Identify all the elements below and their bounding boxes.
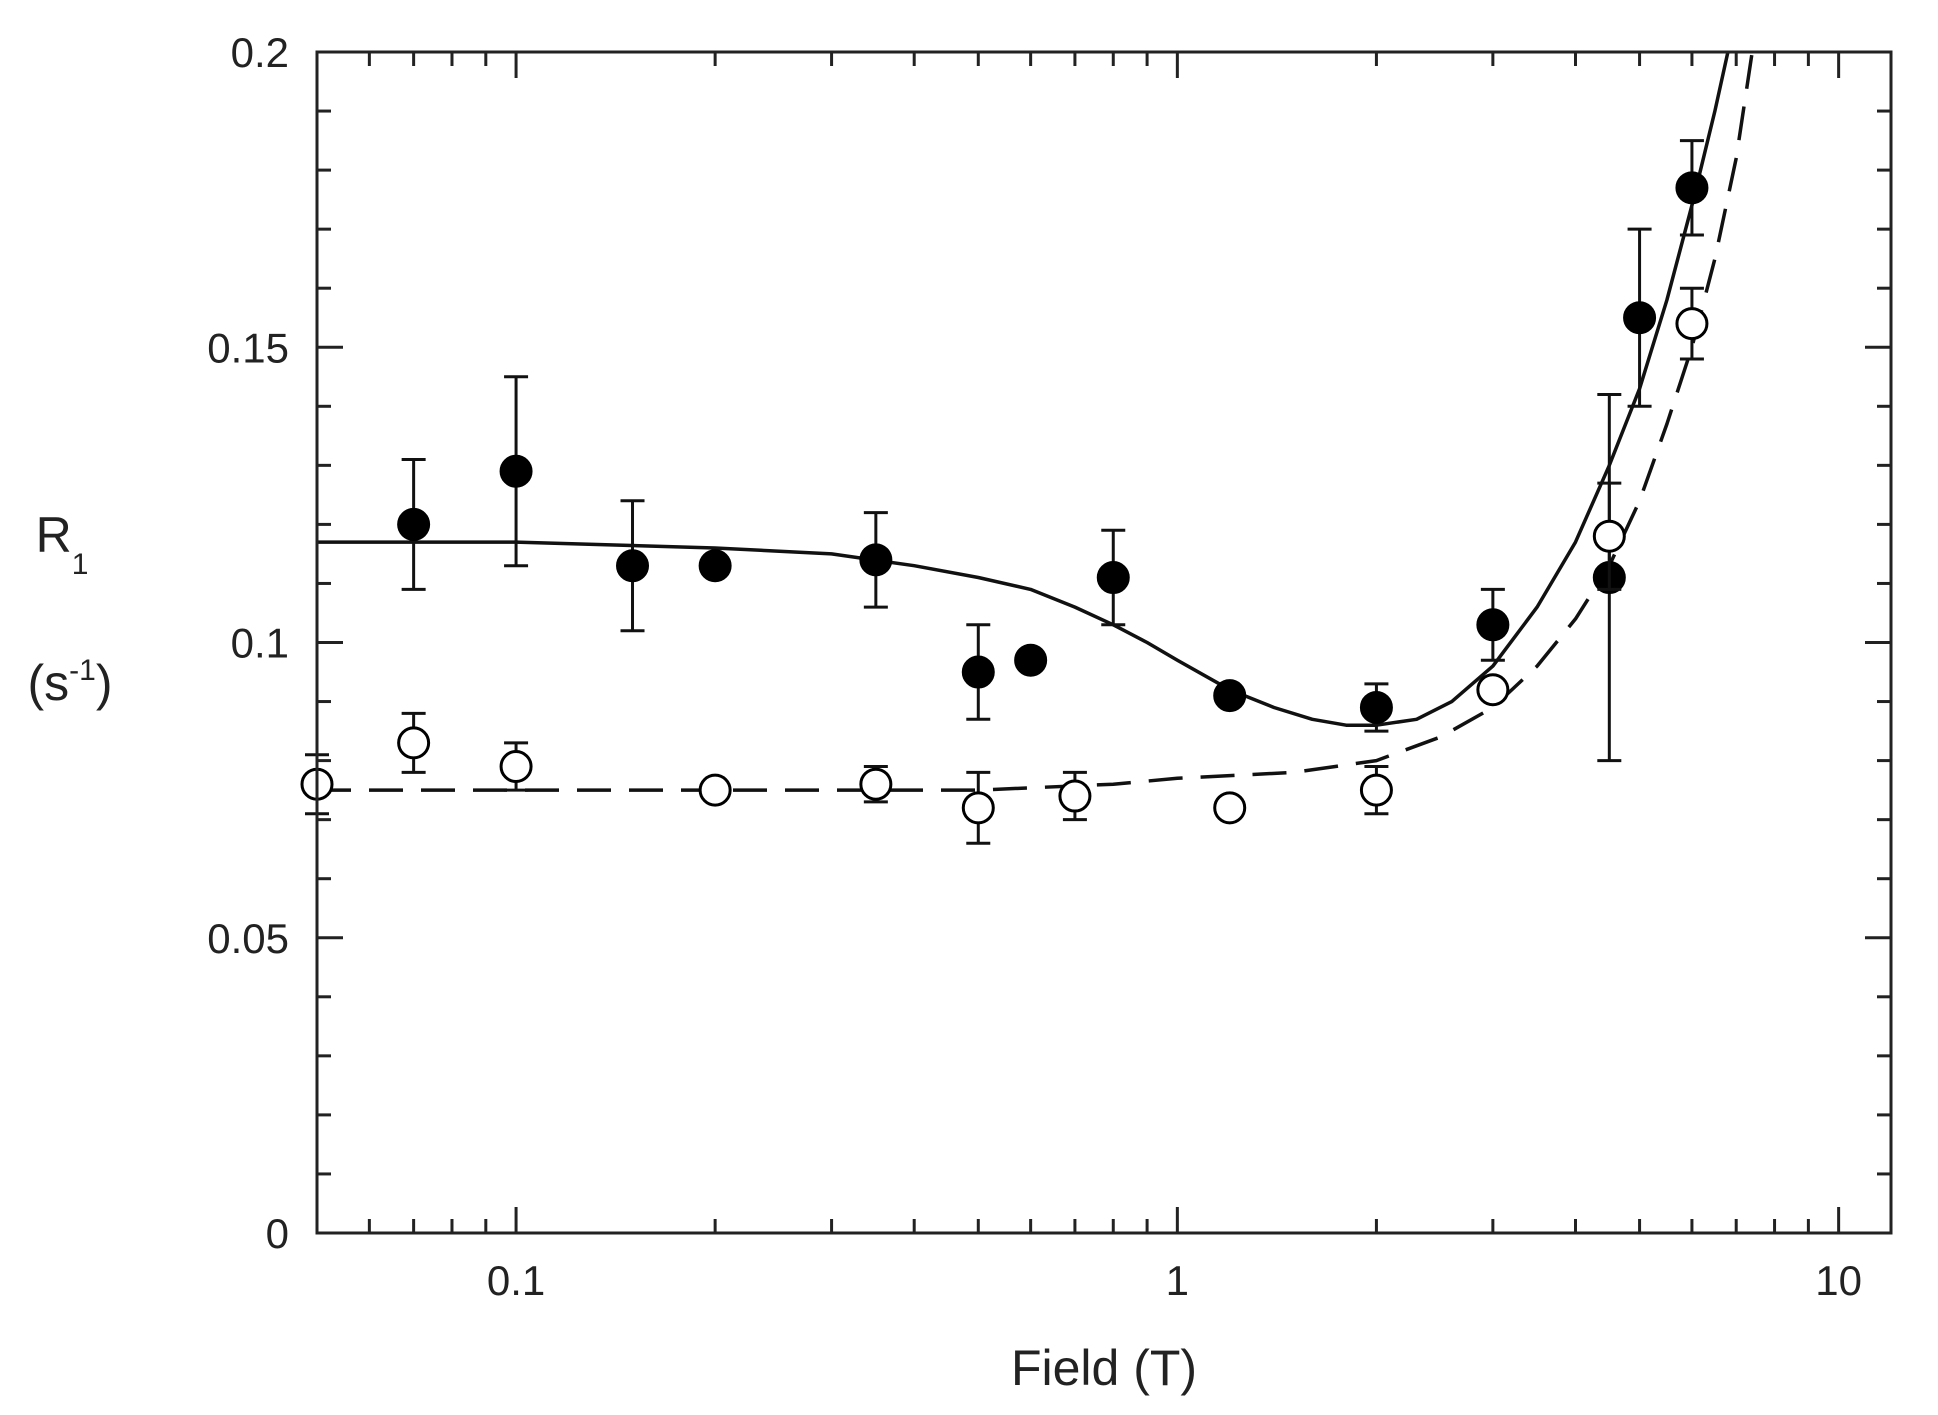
y-axis-subscript: 1 — [72, 548, 89, 581]
data-point-filled — [499, 454, 533, 488]
y-tick-label: 0.05 — [207, 915, 289, 962]
data-point-open — [499, 750, 533, 784]
data-point-filled — [1623, 301, 1657, 335]
x-tick-label: 10 — [1815, 1257, 1862, 1304]
y-tick-label: 0.15 — [207, 324, 289, 371]
data-point-open — [1476, 673, 1510, 707]
y-axis-unit: (s-1) — [28, 654, 113, 711]
data-point-filled — [961, 655, 995, 689]
y-axis-title: R1 — [36, 507, 89, 581]
plot-frame — [315, 50, 1893, 1235]
x-axis-title: Field (T) — [1011, 1340, 1197, 1396]
axis-ticks — [315, 50, 1891, 1235]
data-point-filled — [1359, 690, 1393, 724]
y-axis-symbol: R — [36, 507, 72, 563]
data-point-open — [1592, 519, 1626, 553]
data-point-open — [1359, 773, 1393, 807]
y-tick-label: 0.1 — [231, 620, 289, 667]
x-tick-label: 0.1 — [487, 1257, 545, 1304]
data-point-filled — [1213, 679, 1247, 713]
data-point-open — [859, 767, 893, 801]
data-point-filled — [1476, 608, 1510, 642]
data-point-filled — [1014, 643, 1048, 677]
data-point-open — [698, 773, 732, 807]
data-point-open — [961, 791, 995, 825]
dashed-fit-line — [317, 51, 1754, 792]
y-tick-label: 0 — [266, 1210, 289, 1257]
y-tick-label: 0.2 — [231, 29, 289, 76]
data-point-open — [1675, 307, 1709, 341]
fit-curves — [317, 51, 1754, 792]
data-point-filled — [616, 549, 650, 583]
data-point-open — [1213, 791, 1247, 825]
data-point-filled — [1096, 561, 1130, 595]
data-point-filled — [1675, 171, 1709, 205]
x-tick-label: 1 — [1166, 1257, 1189, 1304]
data-point-filled — [859, 543, 893, 577]
data-point-open — [1058, 779, 1092, 813]
data-point-open — [397, 726, 431, 760]
solid-fit-line — [317, 51, 1730, 727]
data-point-filled — [698, 549, 732, 583]
data-point-filled — [397, 507, 431, 541]
data-markers — [300, 139, 1709, 845]
tick-labels: 0.1 1 10 0 0.05 0.1 0.15 0.2 — [207, 29, 1862, 1304]
